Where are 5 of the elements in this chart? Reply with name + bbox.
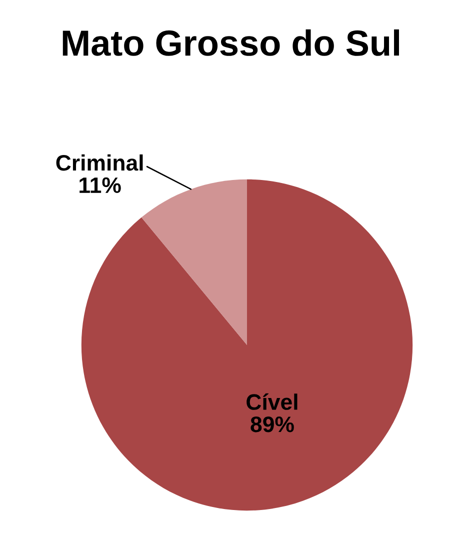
- chart-title: Mato Grosso do Sul: [62, 29, 399, 56]
- slice-label: Criminal: [56, 154, 143, 171]
- slice-label: Cível: [246, 393, 298, 410]
- data-label: 89%: [250, 416, 294, 432]
- data-label: 11%: [80, 177, 121, 194]
